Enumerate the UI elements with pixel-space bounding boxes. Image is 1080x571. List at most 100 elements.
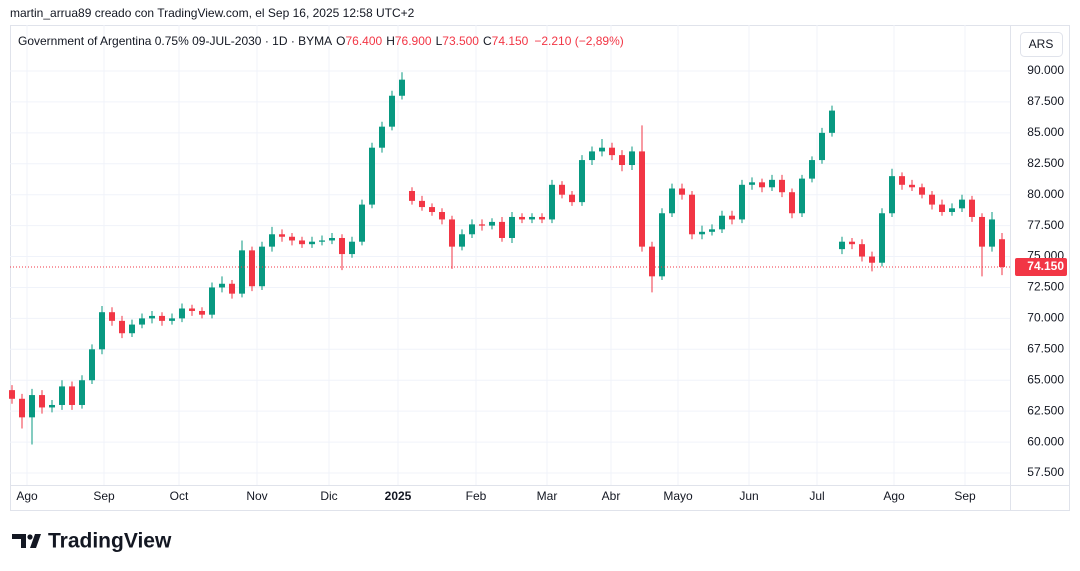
candle-body [339, 237, 345, 255]
candle-body [759, 182, 765, 188]
ohlc-value: 76.900 [395, 34, 432, 48]
candle-body [539, 216, 545, 220]
candle-body [679, 188, 685, 195]
candle-body [849, 241, 855, 245]
candle-body [279, 234, 285, 237]
grid [10, 25, 1010, 485]
y-tick-label: 87.500 [1027, 94, 1064, 108]
currency[interactable]: ARS [1029, 37, 1054, 51]
candle-body [779, 179, 785, 193]
logo: TradingView [12, 530, 172, 553]
candle-body [719, 215, 725, 230]
candle-body [899, 176, 905, 185]
x-tick-label: Mayo [663, 489, 693, 503]
candle-body [999, 239, 1005, 268]
candle-body [139, 318, 145, 325]
x-tick-label: Oct [170, 489, 189, 503]
candle-body [239, 250, 245, 294]
change: −2.210 (−2,89%) [534, 34, 623, 48]
brand: TradingView [48, 530, 172, 553]
candle-body [659, 213, 665, 277]
candle-body [619, 155, 625, 166]
currency-button[interactable] [1020, 32, 1063, 57]
x-tick-label: Dic [320, 489, 337, 503]
candle-body [179, 308, 185, 319]
candle-body [989, 219, 995, 247]
last-price-label: 74.150 [1027, 259, 1064, 273]
candle-body [889, 176, 895, 214]
candle-body [979, 216, 985, 247]
candle-body [19, 398, 25, 418]
y-tick-label: 90.000 [1027, 63, 1064, 77]
candle-body [79, 380, 85, 405]
x-tick-label: Abr [602, 489, 621, 503]
candle-body [319, 240, 325, 242]
candle-body [909, 184, 915, 188]
x-tick-label: Nov [246, 489, 267, 503]
candle-body [159, 315, 165, 321]
y-tick-label: 57.500 [1027, 465, 1064, 479]
candle-body [149, 315, 155, 319]
candle-body [639, 151, 645, 247]
candle-body [649, 246, 655, 277]
ohlc-value: 76.400 [346, 34, 383, 48]
candle-body [969, 199, 975, 217]
candle-body [419, 200, 425, 208]
candle-body [509, 216, 515, 238]
y-tick-label: 60.000 [1027, 434, 1064, 448]
candle-body [829, 110, 835, 133]
ohlc-value: 73.500 [442, 34, 479, 48]
candle-body [569, 194, 575, 203]
y-tick-label: 70.000 [1027, 311, 1064, 325]
candle-body [879, 213, 885, 263]
last-price-box [1015, 258, 1067, 277]
x-tick-label: Feb [466, 489, 487, 503]
x-tick-label: Ago [16, 489, 38, 503]
candle-body [59, 386, 65, 405]
candle-body [949, 208, 955, 213]
chart-title: Government of Argentina 0.75% 09-JUL-203… [18, 34, 332, 48]
candle-body [749, 182, 755, 185]
candle-body [809, 160, 815, 179]
candle-body [789, 192, 795, 214]
candle-body [739, 184, 745, 220]
candle-body [579, 160, 585, 203]
legend: Government of Argentina 0.75% 09-JUL-203… [18, 34, 332, 48]
x-tick-label: Jun [739, 489, 758, 503]
candle-body [559, 184, 565, 195]
candle-body [359, 204, 365, 242]
y-tick-label: 65.000 [1027, 372, 1064, 386]
candle-body [99, 312, 105, 350]
candle-body [919, 187, 925, 195]
candle-body [859, 244, 865, 257]
candle-body [629, 151, 635, 166]
ohlc-key: H [386, 34, 395, 48]
x-tick-label: Ago [883, 489, 905, 503]
x-tick-label: Sep [93, 489, 115, 503]
ohlc-key: C [483, 34, 492, 48]
candle-body [289, 236, 295, 241]
candle-body [219, 283, 225, 288]
candle-body [839, 241, 845, 250]
candle-body [259, 246, 265, 287]
candle-body [519, 216, 525, 220]
y-tick-label: 67.500 [1027, 341, 1064, 355]
candle-body [189, 308, 195, 311]
candle-body [89, 349, 95, 381]
candle-body [309, 241, 315, 245]
x-tick-label: Mar [537, 489, 558, 503]
x-tick-label: 2025 [385, 489, 412, 503]
candle-body [599, 147, 605, 152]
candle-body [729, 215, 735, 220]
ohlc-key: O [336, 34, 345, 48]
candle-body [49, 404, 55, 408]
candle-body [249, 250, 255, 287]
y-tick-label: 80.000 [1027, 187, 1064, 201]
candle-body [489, 221, 495, 226]
candle-body [9, 390, 15, 399]
x-tick-label: Jul [809, 489, 824, 503]
ohlc-key: L [436, 34, 443, 48]
logo-mark [12, 534, 41, 548]
